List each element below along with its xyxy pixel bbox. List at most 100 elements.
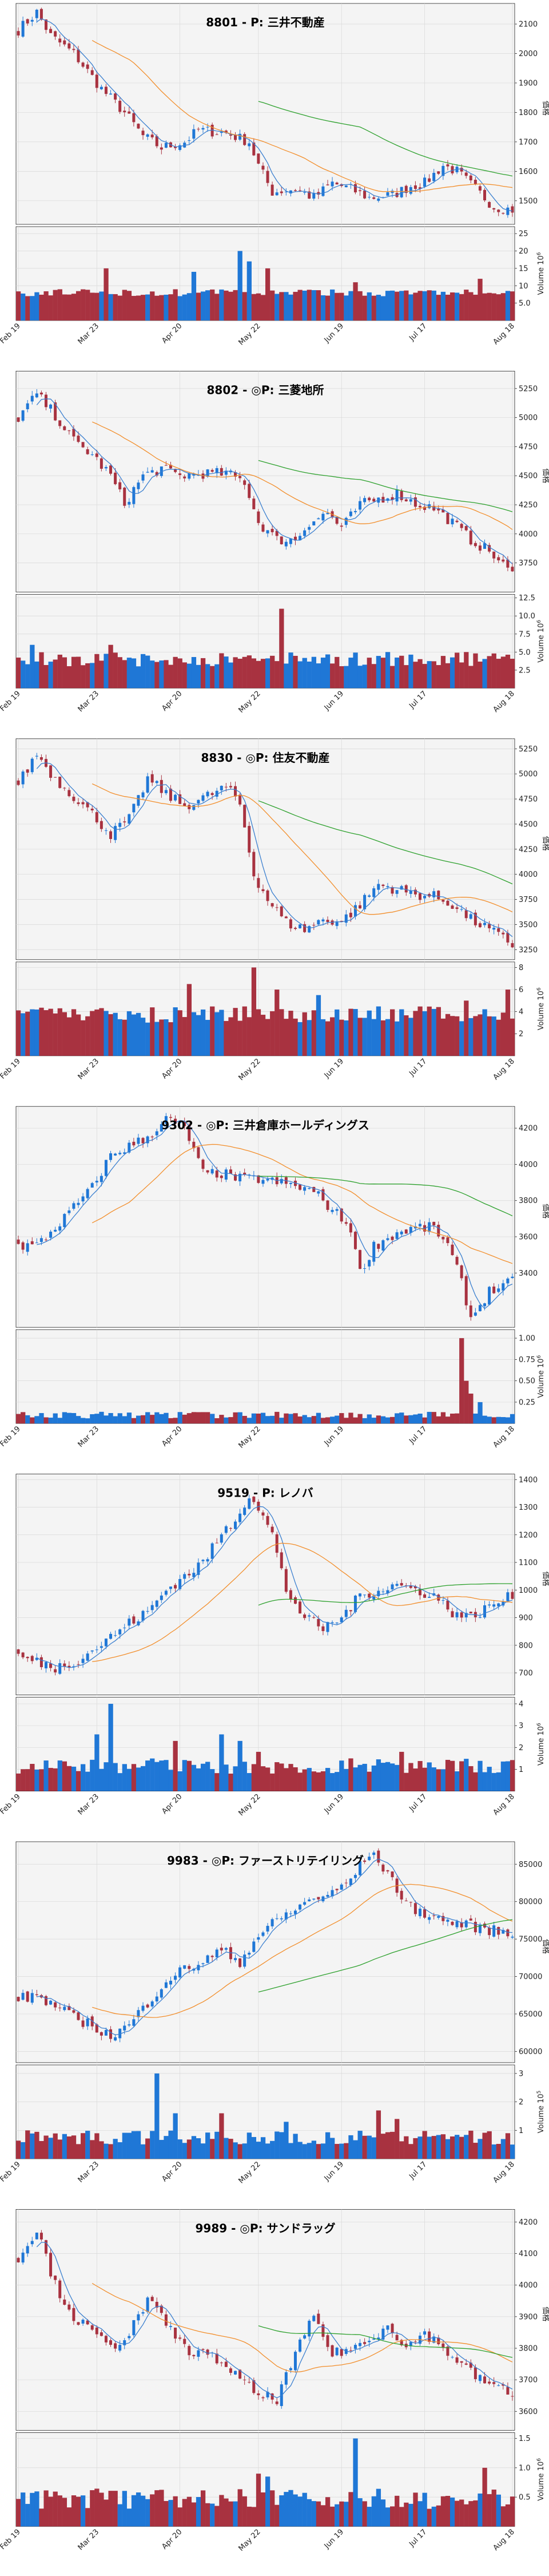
volume-bar — [233, 2501, 238, 2527]
volume-bar — [505, 1761, 511, 1791]
stock-panel: Feb 19 Mar 23 Apr 20 May 22 Jun 19 Jul 17 Aug … — [0, 2209, 549, 2553]
candle-body — [293, 536, 297, 541]
candle-body — [391, 191, 394, 193]
price-tick-label: 80000 — [519, 1898, 542, 1906]
volume-bar — [159, 1760, 164, 1791]
volume-bar — [464, 1000, 469, 1056]
volume-bar — [288, 1414, 293, 1424]
candle-body — [72, 2308, 75, 2321]
candle-body — [63, 2007, 66, 2011]
volume-bar — [168, 1418, 173, 1424]
volume-bar — [104, 1415, 109, 1424]
candle-body — [492, 928, 496, 930]
volume-axis-label: Volume 106 — [536, 252, 546, 295]
volume-bar — [16, 291, 21, 320]
candle-body — [293, 2352, 297, 2371]
candle-body — [502, 559, 505, 562]
candle-body — [478, 1924, 482, 1933]
candle-body — [21, 21, 25, 37]
candle-body — [178, 473, 182, 475]
candle-body — [63, 40, 66, 45]
volume-bar — [339, 1019, 344, 1056]
volume-bar — [251, 2136, 257, 2159]
candle-body — [492, 1287, 496, 1293]
volume-bar — [445, 1014, 451, 1056]
volume-bar — [288, 294, 293, 320]
candle-body — [395, 2334, 399, 2341]
volume-bar — [66, 1017, 72, 1056]
candle-body — [257, 511, 260, 523]
volume-bar — [353, 282, 358, 320]
candle-body — [441, 2343, 445, 2348]
candle-body — [49, 29, 53, 33]
candle-body — [17, 780, 20, 785]
candle-body — [238, 1173, 242, 1182]
volume-bar — [293, 291, 298, 320]
candle-body — [270, 529, 274, 532]
volume-bar — [385, 2507, 391, 2527]
volume-bar — [122, 290, 127, 320]
volume-bar — [353, 1767, 358, 1791]
volume-bar — [431, 1767, 436, 1791]
volume-bar — [25, 1415, 30, 1424]
candle-body — [451, 1921, 454, 1925]
candle-body — [386, 886, 389, 887]
volume-bar — [510, 2144, 515, 2159]
volume-bar — [182, 1017, 187, 1056]
candle-body — [400, 886, 403, 890]
volume-bar — [473, 1016, 478, 1056]
volume-bar — [473, 294, 478, 320]
candle-body — [423, 1594, 427, 1598]
candle-body — [308, 2321, 311, 2337]
candle-body — [183, 476, 186, 478]
volume-bar — [43, 1010, 49, 1056]
volume-bar — [431, 1412, 436, 1424]
candle-body — [30, 1656, 34, 1661]
candle-body — [206, 1559, 209, 1562]
volume-bar — [214, 2506, 220, 2527]
candle-body — [155, 1131, 158, 1135]
volume-bar — [445, 1759, 451, 1791]
candle-body — [303, 924, 307, 932]
candle-body — [326, 184, 329, 185]
volume-bar — [307, 1768, 312, 1791]
volume-bar — [34, 2491, 39, 2527]
volume-bar — [344, 295, 349, 320]
candle-body — [261, 1932, 265, 1936]
volume-bar — [200, 658, 206, 688]
volume-bar — [104, 654, 109, 688]
volume-bar — [422, 1767, 427, 1791]
candle-body — [229, 2368, 232, 2373]
volume-bar — [353, 2140, 358, 2159]
volume-bar — [113, 2139, 118, 2159]
volume-bar — [468, 292, 474, 320]
candle-body — [437, 2337, 440, 2344]
volume-bar — [48, 295, 53, 320]
volume-bar — [404, 1772, 409, 1791]
volume-bar — [210, 666, 215, 688]
candle-body — [391, 1236, 394, 1240]
volume-bar — [376, 295, 381, 320]
ma-short-line — [36, 762, 513, 937]
candle-body — [386, 2325, 389, 2330]
candle-body — [257, 878, 260, 888]
candle-body — [488, 1928, 491, 1936]
volume-bar — [270, 655, 275, 688]
candle-body — [446, 1920, 449, 1922]
candle-body — [469, 1612, 472, 1614]
candle-body — [104, 1160, 108, 1176]
candle-body — [326, 2335, 329, 2347]
candle-body — [150, 470, 154, 473]
candle-body — [506, 1929, 510, 1937]
candle-body — [238, 1513, 242, 1522]
ma-mid-line — [92, 783, 513, 915]
candle-body — [26, 1991, 29, 2002]
volume-bar — [81, 2495, 86, 2527]
candle-body — [308, 191, 311, 199]
candle-body — [77, 49, 80, 62]
candle-body — [441, 165, 445, 176]
volume-bar — [251, 967, 257, 1056]
candle-body — [114, 1635, 117, 1636]
volume-bar — [302, 658, 307, 688]
candle-body — [220, 132, 223, 133]
